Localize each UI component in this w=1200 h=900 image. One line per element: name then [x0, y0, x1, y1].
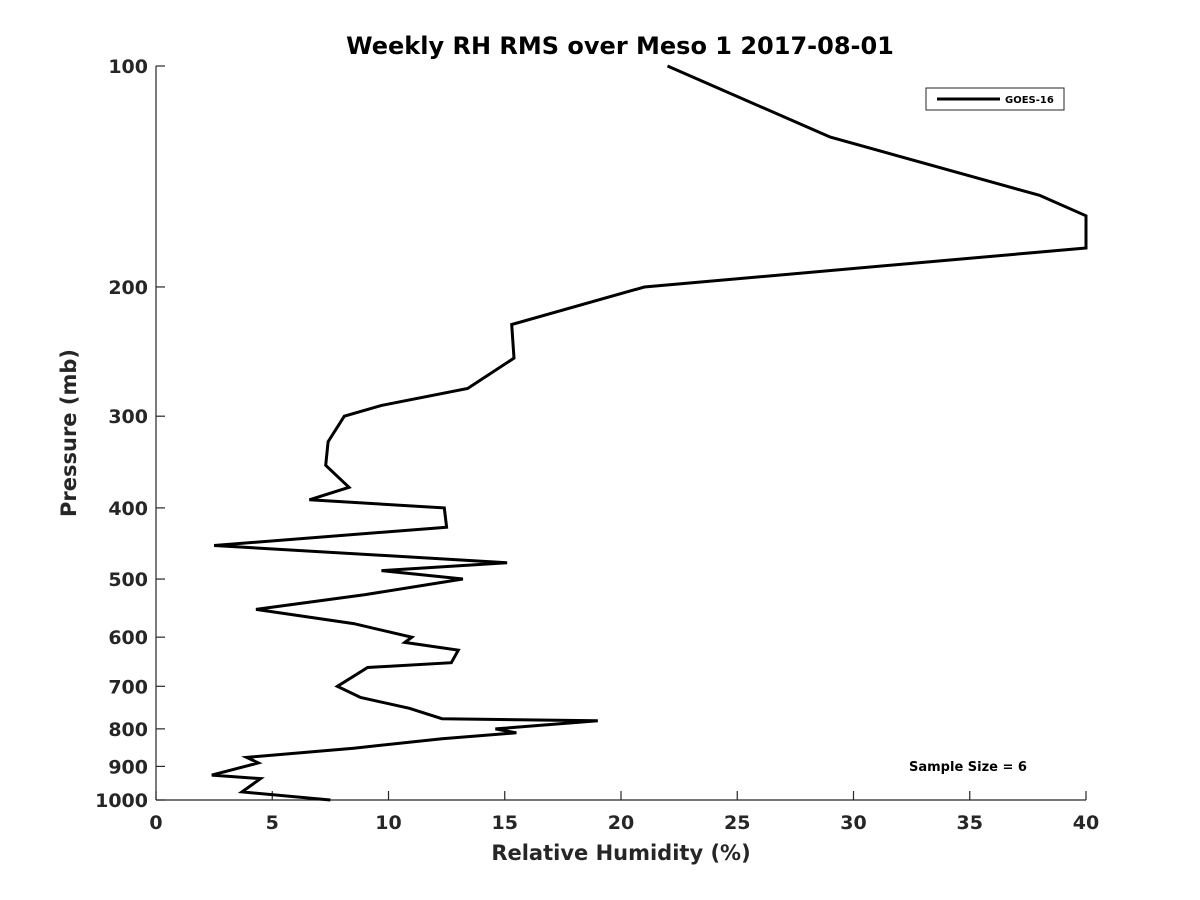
y-axis-ticks: 100 200 300 400 500 600 700 800 900 1000 — [95, 56, 165, 812]
y-tick-label: 100 — [108, 56, 148, 78]
x-tick-label: 35 — [957, 812, 983, 834]
x-tick-label: 15 — [492, 812, 518, 834]
y-tick-label: 600 — [108, 627, 148, 649]
y-tick-label: 400 — [108, 498, 148, 520]
series-line-goes-16 — [211, 64, 1088, 802]
x-axis-label: Relative Humidity (%) — [491, 841, 750, 865]
x-tick-label: 20 — [608, 812, 634, 834]
x-tick-label: 30 — [840, 812, 866, 834]
y-tick-label: 900 — [108, 756, 148, 778]
y-tick-label: 500 — [108, 569, 148, 591]
legend-label-goes-16: GOES-16 — [1005, 95, 1054, 106]
sample-size-annotation: Sample Size = 6 — [909, 760, 1027, 775]
x-axis-ticks: 0 5 10 15 20 25 30 35 40 — [149, 791, 1099, 834]
y-tick-label: 300 — [108, 406, 148, 428]
x-tick-label: 25 — [724, 812, 750, 834]
x-tick-label: 0 — [149, 812, 162, 834]
series-group — [211, 64, 1088, 802]
chart-title: Weekly RH RMS over Meso 1 2017-08-01 — [346, 32, 894, 60]
x-tick-label: 10 — [375, 812, 401, 834]
legend: GOES-16 — [925, 87, 1065, 111]
y-tick-label: 800 — [108, 719, 148, 741]
x-tick-label: 5 — [266, 812, 279, 834]
y-tick-label: 700 — [108, 676, 148, 698]
y-tick-label: 200 — [108, 277, 148, 299]
y-tick-label: 1000 — [95, 790, 148, 812]
y-axis-label: Pressure (mb) — [57, 349, 81, 517]
x-tick-label: 40 — [1073, 812, 1099, 834]
